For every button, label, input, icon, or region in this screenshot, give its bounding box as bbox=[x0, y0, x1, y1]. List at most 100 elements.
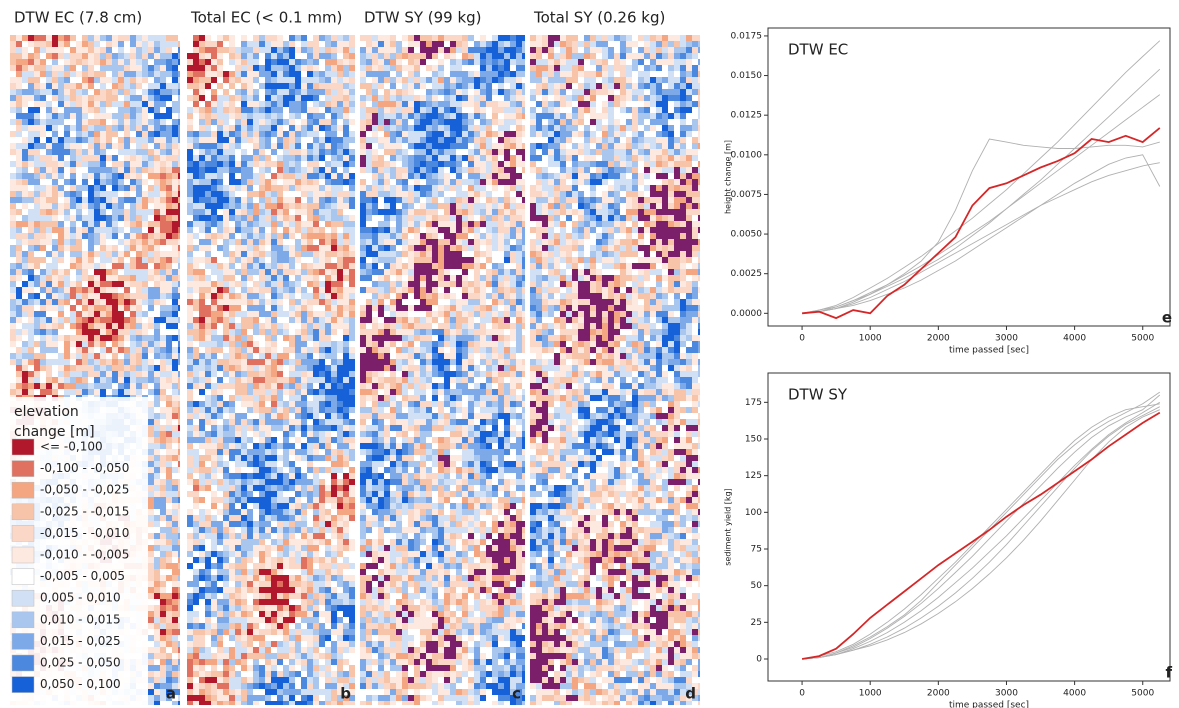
map-cell bbox=[223, 245, 229, 251]
map-cell bbox=[64, 335, 70, 341]
map-cell bbox=[199, 245, 205, 251]
map-cell bbox=[154, 437, 160, 443]
map-cell bbox=[172, 401, 178, 407]
map-cell bbox=[253, 59, 259, 65]
map-cell bbox=[172, 101, 178, 107]
map-cell bbox=[295, 113, 301, 119]
map-cell bbox=[199, 41, 205, 47]
map-cell bbox=[106, 221, 112, 227]
map-cell bbox=[337, 47, 343, 53]
map-cell bbox=[223, 107, 229, 113]
map-cell bbox=[166, 653, 172, 659]
map-cell bbox=[58, 233, 64, 239]
map-cell bbox=[253, 401, 259, 407]
map-cell bbox=[16, 35, 22, 41]
map-cell bbox=[106, 251, 112, 257]
map-cell bbox=[166, 521, 172, 527]
map-cell bbox=[160, 71, 166, 77]
map-cell bbox=[142, 257, 148, 263]
map-cell bbox=[28, 101, 34, 107]
map-cell bbox=[154, 401, 160, 407]
map-cell bbox=[136, 173, 142, 179]
map-cell bbox=[154, 317, 160, 323]
map-cell bbox=[337, 203, 343, 209]
map-cell bbox=[265, 35, 271, 41]
map-cell bbox=[160, 335, 166, 341]
map-cell bbox=[217, 395, 223, 401]
map-cell bbox=[337, 179, 343, 185]
map-cell bbox=[247, 359, 253, 365]
map-cell bbox=[289, 125, 295, 131]
map-cell bbox=[247, 107, 253, 113]
map-cell bbox=[217, 269, 223, 275]
map-cell bbox=[124, 245, 130, 251]
map-cell bbox=[76, 311, 82, 317]
map-cell bbox=[205, 407, 211, 413]
map-cell bbox=[40, 179, 46, 185]
map-cell bbox=[187, 185, 193, 191]
map-cell bbox=[283, 377, 289, 383]
map-cell bbox=[172, 281, 178, 287]
map-cell bbox=[166, 233, 172, 239]
map-cell bbox=[199, 173, 205, 179]
map-cell bbox=[88, 389, 94, 395]
map-cell bbox=[106, 65, 112, 71]
map-cell bbox=[271, 173, 277, 179]
map-cell bbox=[166, 59, 172, 65]
map-cell bbox=[172, 353, 178, 359]
map-cell bbox=[100, 167, 106, 173]
map-cell bbox=[265, 179, 271, 185]
map-cell bbox=[331, 251, 337, 257]
map-cell bbox=[259, 353, 265, 359]
map-cell bbox=[277, 233, 283, 239]
map-cell bbox=[166, 377, 172, 383]
map-cell bbox=[70, 311, 76, 317]
map-cell bbox=[211, 101, 217, 107]
map-cell bbox=[52, 173, 58, 179]
map-cell bbox=[187, 293, 193, 299]
map-cell bbox=[283, 179, 289, 185]
map-cell bbox=[82, 299, 88, 305]
map-cell bbox=[205, 299, 211, 305]
map-cell bbox=[271, 167, 277, 173]
map-cell bbox=[124, 335, 130, 341]
map-cell bbox=[58, 263, 64, 269]
map-cell bbox=[160, 251, 166, 257]
map-cell bbox=[40, 251, 46, 257]
map-cell bbox=[130, 191, 136, 197]
map-cell bbox=[319, 191, 325, 197]
map-cell bbox=[76, 371, 82, 377]
map-cell bbox=[193, 293, 199, 299]
map-cell bbox=[193, 251, 199, 257]
map-cell bbox=[205, 329, 211, 335]
map-cell bbox=[130, 359, 136, 365]
map-cell bbox=[118, 323, 124, 329]
map-cell bbox=[319, 293, 325, 299]
map-cell bbox=[70, 161, 76, 167]
map-cell bbox=[160, 533, 166, 539]
map-cell bbox=[172, 647, 178, 653]
map-cell bbox=[319, 377, 325, 383]
map-cell bbox=[28, 131, 34, 137]
map-cell bbox=[46, 119, 52, 125]
map-cell bbox=[34, 113, 40, 119]
map-cell bbox=[154, 593, 160, 599]
map-cell bbox=[82, 179, 88, 185]
map-cell bbox=[211, 137, 217, 143]
map-cell bbox=[178, 281, 180, 287]
map-cell bbox=[82, 281, 88, 287]
map-cell bbox=[199, 119, 205, 125]
map-cell bbox=[130, 323, 136, 329]
map-cell bbox=[229, 293, 235, 299]
map-cell bbox=[166, 683, 172, 689]
map-cell bbox=[142, 71, 148, 77]
map-cell bbox=[295, 281, 301, 287]
map-cell bbox=[301, 233, 307, 239]
map-cell bbox=[70, 377, 76, 383]
map-cell bbox=[142, 269, 148, 275]
map-cell bbox=[94, 263, 100, 269]
map-cell bbox=[160, 647, 166, 653]
map-cell bbox=[46, 107, 52, 113]
map-cell bbox=[283, 77, 289, 83]
map-cell bbox=[82, 191, 88, 197]
